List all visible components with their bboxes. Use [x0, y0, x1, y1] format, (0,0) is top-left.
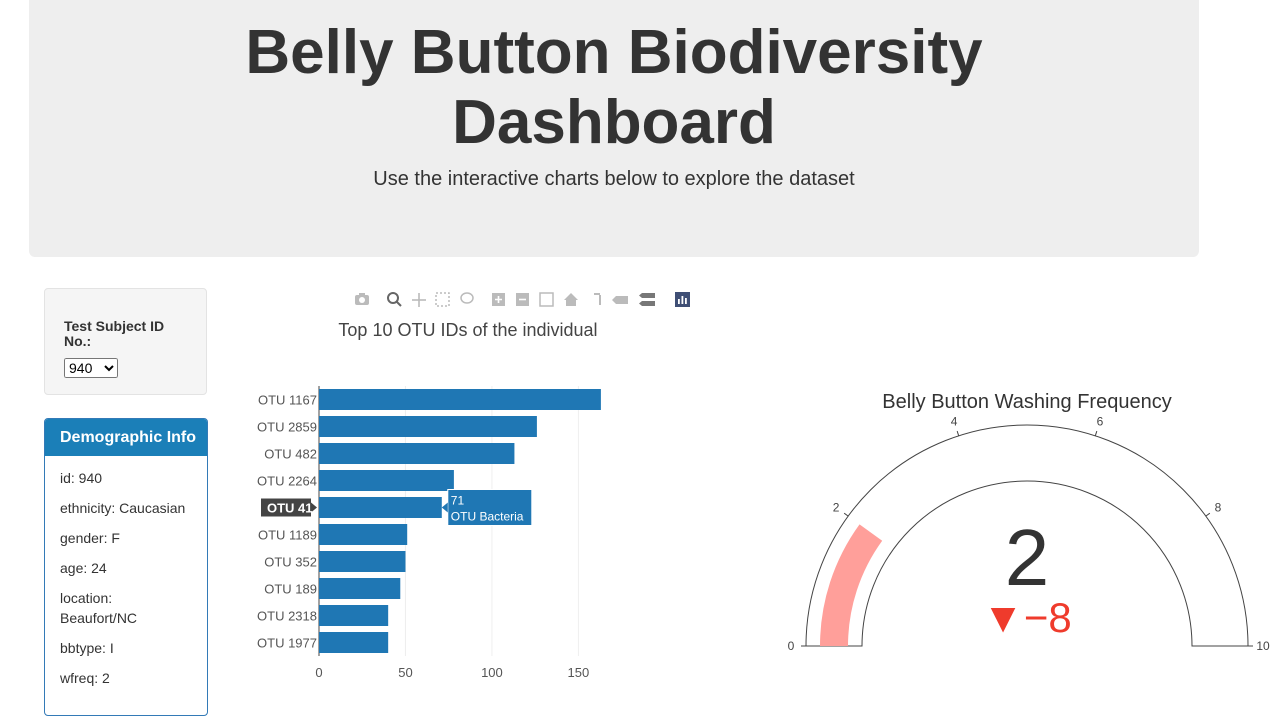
subject-selector-well: Test Subject ID No.: 940 [44, 288, 207, 395]
gauge-tick [1094, 430, 1098, 436]
bar-category-label: OTU 189 [264, 582, 317, 597]
zoom-in-icon[interactable] [492, 293, 505, 306]
modebar-icons [355, 292, 690, 307]
demo-location: location: Beaufort/NC [60, 590, 138, 626]
gauge-band [805, 424, 1249, 647]
gauge-tick-label: 4 [951, 415, 958, 429]
header-jumbotron: Belly Button Biodiversity Dashboard Use t… [29, 0, 1199, 257]
bar-mark[interactable] [319, 470, 454, 491]
bar-x-tick-label: 100 [481, 665, 503, 680]
bar-x-tick-label: 50 [398, 665, 412, 680]
bar-mark[interactable] [319, 632, 389, 653]
gauge-tick-label: 0 [788, 639, 795, 653]
gauge-title: Belly Button Washing Frequency [882, 391, 1171, 413]
tooltip-value-box [447, 489, 533, 526]
bar-category-label: OTU 1189 [258, 528, 317, 543]
demographic-panel-body: id: 940 ethnicity: Caucasian gender: F a… [45, 456, 207, 710]
lasso-icon[interactable] [460, 292, 474, 304]
hover-closest-icon[interactable] [612, 296, 628, 304]
subject-id-label: Test Subject ID No.: [64, 318, 165, 349]
demo-bbtype: bbtype: I [60, 640, 114, 656]
page-subtitle: Use the interactive charts below to expl… [373, 168, 855, 190]
bar-mark[interactable] [319, 605, 389, 626]
bar-category-label: OTU 2859 [257, 420, 317, 435]
tooltip-category-label: OTU 41 [267, 501, 313, 516]
bar-mark[interactable] [319, 524, 408, 545]
spike-lines-icon[interactable] [594, 293, 601, 305]
demographic-panel-title: Demographic Info [45, 419, 207, 456]
bar-chart: Top 10 OTU IDs of the individual OTU 116… [257, 320, 601, 680]
gauge-tick-label: 6 [1097, 415, 1104, 429]
tooltip-value-label: 71 [451, 494, 465, 508]
demo-gender: gender: F [60, 530, 120, 546]
bar-category-labels: OTU 1167 OTU 2859 OTU 482 OTU 2264 OTU 1189 O… [257, 393, 317, 651]
subject-id-select[interactable]: 940 [64, 358, 118, 378]
bar-tooltip: OTU 41 71 OTU Bacteria [261, 489, 533, 526]
gauge-tick-label: 2 [833, 500, 840, 514]
gauge-delta: ▼−8 [982, 594, 1071, 641]
demo-id: id: 940 [60, 470, 103, 486]
tooltip-category-box [261, 498, 311, 517]
gauge-ticks: 0 2 4 6 8 10 [788, 415, 1270, 653]
gauge-arc [805, 424, 1249, 647]
zoom-icon[interactable] [387, 292, 402, 307]
box-select-icon[interactable] [435, 292, 450, 307]
tooltip-category-pointer [311, 502, 317, 513]
bar-marks [319, 389, 601, 653]
gauge-tick [956, 430, 960, 436]
chart-modebar [352, 290, 697, 308]
bar-mark[interactable] [319, 578, 401, 599]
bar-mark[interactable] [319, 497, 442, 518]
bar-category-label: OTU 352 [264, 555, 317, 570]
gauge-chart: Belly Button Washing Frequency 0 2 4 6 8 10 2… [788, 391, 1270, 653]
camera-icon[interactable] [355, 293, 369, 305]
bar-mark[interactable] [319, 389, 601, 410]
demo-age: age: 24 [60, 560, 107, 576]
bar-category-label: OTU 482 [264, 447, 317, 462]
bar-category-label: OTU 1977 [257, 636, 317, 651]
reset-axes-icon[interactable] [564, 293, 578, 306]
demographic-panel: Demographic Info id: 940 ethnicity: Cauc… [44, 418, 208, 716]
page-title: Belly Button Biodiversity Dashboard [245, 18, 983, 157]
bar-chart-title: Top 10 OTU IDs of the individual [338, 320, 597, 340]
gauge-value-bar [820, 524, 883, 646]
bar-mark[interactable] [319, 416, 537, 437]
bar-mark[interactable] [319, 551, 406, 572]
gauge-tick [843, 512, 849, 517]
pan-icon[interactable] [412, 293, 426, 307]
gauge-value: 2 [1005, 513, 1050, 602]
bar-category-label: OTU 1167 [258, 393, 317, 408]
tooltip-value-pointer [441, 502, 448, 513]
bar-category-label: OTU 2318 [257, 609, 317, 624]
bar-category-label: OTU 2264 [257, 474, 317, 489]
tooltip-text-label: OTU Bacteria [451, 510, 524, 524]
autoscale-icon[interactable] [539, 292, 554, 307]
zoom-out-icon[interactable] [516, 293, 529, 306]
hover-compare-icon[interactable] [639, 293, 655, 306]
gauge-tick-label: 8 [1215, 500, 1222, 514]
bar-x-tick-label: 150 [568, 665, 590, 680]
bar-mark[interactable] [319, 443, 515, 464]
demo-wfreq: wfreq: 2 [60, 670, 110, 686]
gauge-tick-label: 10 [1256, 639, 1270, 653]
gauge-tick [1205, 512, 1211, 517]
demo-ethnicity: ethnicity: Caucasian [60, 500, 186, 516]
bar-x-ticks: 0 50 100 150 [315, 665, 589, 680]
bar-x-tick-label: 0 [315, 665, 322, 680]
plotly-logo-icon[interactable] [675, 292, 690, 307]
